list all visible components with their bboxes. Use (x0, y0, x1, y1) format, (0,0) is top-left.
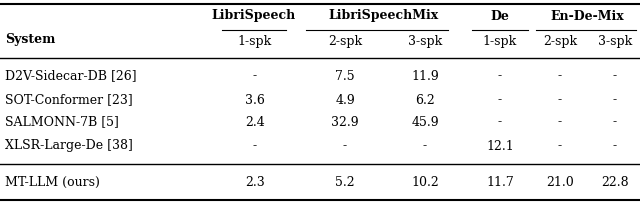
Text: En-De-Mix: En-De-Mix (550, 10, 624, 23)
Text: -: - (498, 69, 502, 82)
Text: 3-spk: 3-spk (598, 36, 632, 49)
Text: -: - (253, 69, 257, 82)
Text: -: - (498, 115, 502, 128)
Text: 21.0: 21.0 (546, 176, 574, 189)
Text: 11.7: 11.7 (486, 176, 514, 189)
Text: 11.9: 11.9 (411, 69, 439, 82)
Text: LibriSpeech: LibriSpeech (212, 10, 296, 23)
Text: 2-spk: 2-spk (328, 36, 362, 49)
Text: LibriSpeechMix: LibriSpeechMix (329, 10, 439, 23)
Text: 32.9: 32.9 (331, 115, 359, 128)
Text: 7.5: 7.5 (335, 69, 355, 82)
Text: 2.3: 2.3 (245, 176, 265, 189)
Text: -: - (253, 140, 257, 153)
Text: 22.8: 22.8 (601, 176, 629, 189)
Text: -: - (558, 140, 562, 153)
Text: 12.1: 12.1 (486, 140, 514, 153)
Text: 3-spk: 3-spk (408, 36, 442, 49)
Text: MT-LLM (ours): MT-LLM (ours) (5, 176, 100, 189)
Text: 5.2: 5.2 (335, 176, 355, 189)
Text: -: - (558, 115, 562, 128)
Text: 10.2: 10.2 (411, 176, 439, 189)
Text: 3.6: 3.6 (245, 94, 265, 106)
Text: -: - (613, 115, 617, 128)
Text: 2-spk: 2-spk (543, 36, 577, 49)
Text: XLSR-Large-De [38]: XLSR-Large-De [38] (5, 140, 133, 153)
Text: De: De (491, 10, 509, 23)
Text: 6.2: 6.2 (415, 94, 435, 106)
Text: -: - (343, 140, 347, 153)
Text: -: - (613, 140, 617, 153)
Text: System: System (5, 33, 56, 46)
Text: SOT-Conformer [23]: SOT-Conformer [23] (5, 94, 132, 106)
Text: 2.4: 2.4 (245, 115, 265, 128)
Text: 45.9: 45.9 (411, 115, 439, 128)
Text: -: - (423, 140, 427, 153)
Text: -: - (613, 69, 617, 82)
Text: -: - (558, 69, 562, 82)
Text: -: - (498, 94, 502, 106)
Text: D2V-Sidecar-DB [26]: D2V-Sidecar-DB [26] (5, 69, 136, 82)
Text: -: - (558, 94, 562, 106)
Text: 1-spk: 1-spk (483, 36, 517, 49)
Text: 4.9: 4.9 (335, 94, 355, 106)
Text: SALMONN-7B [5]: SALMONN-7B [5] (5, 115, 119, 128)
Text: 1-spk: 1-spk (238, 36, 272, 49)
Text: -: - (613, 94, 617, 106)
